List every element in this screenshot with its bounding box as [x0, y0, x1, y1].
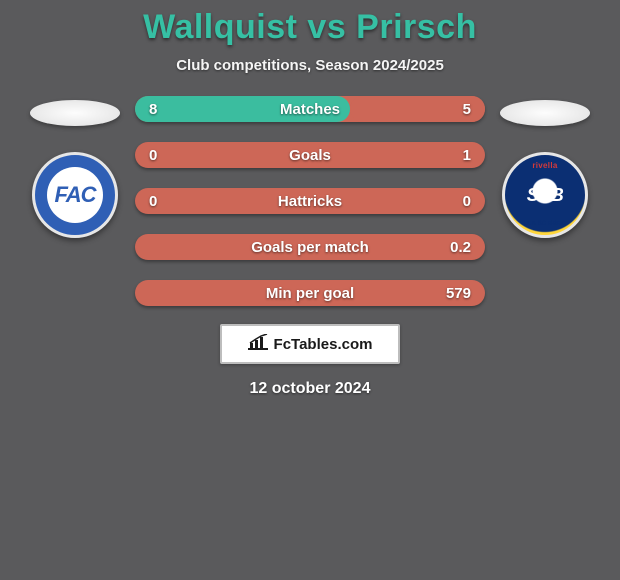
main-row: FAC 8Matches50Goals10Hattricks0Goals per… — [0, 96, 620, 306]
stat-right-value: 0 — [435, 193, 471, 210]
comparison-card: Wallquist vs Prirsch Club competitions, … — [0, 0, 620, 398]
right-team-col: rivella SCB LLA SC BREG — [485, 96, 605, 238]
footer-logo-text: FcTables.com — [274, 336, 373, 353]
left-team-col: FAC — [15, 96, 135, 238]
date-label: 12 october 2024 — [250, 380, 371, 398]
right-team-badge-label: SCB — [527, 185, 564, 206]
stat-bar: Min per goal579 — [135, 280, 485, 306]
page-title: Wallquist vs Prirsch — [143, 8, 477, 47]
left-team-badge: FAC — [32, 152, 118, 238]
stat-right-value: 5 — [435, 101, 471, 118]
right-team-badge-bottomband: LLA SC BREG — [505, 221, 585, 227]
stat-bar: 0Goals1 — [135, 142, 485, 168]
chart-icon — [248, 334, 268, 355]
stat-label: Goals per match — [135, 239, 485, 256]
stat-right-value: 579 — [435, 285, 471, 302]
stat-label: Matches — [135, 101, 485, 118]
stat-label: Hattricks — [135, 193, 485, 210]
stat-bar: 8Matches5 — [135, 96, 485, 122]
right-player-avatar — [500, 100, 590, 126]
stat-bar: Goals per match0.2 — [135, 234, 485, 260]
stat-label: Min per goal — [135, 285, 485, 302]
right-team-badge: rivella SCB LLA SC BREG — [502, 152, 588, 238]
left-team-badge-label: FAC — [47, 167, 103, 223]
right-team-badge-topband: rivella — [505, 161, 585, 170]
footer-logo[interactable]: FcTables.com — [220, 324, 400, 364]
stat-right-value: 1 — [435, 147, 471, 164]
left-player-avatar — [30, 100, 120, 126]
stat-right-value: 0.2 — [435, 239, 471, 256]
stat-label: Goals — [135, 147, 485, 164]
stat-bars: 8Matches50Goals10Hattricks0Goals per mat… — [135, 96, 485, 306]
subtitle: Club competitions, Season 2024/2025 — [176, 57, 444, 74]
stat-bar: 0Hattricks0 — [135, 188, 485, 214]
